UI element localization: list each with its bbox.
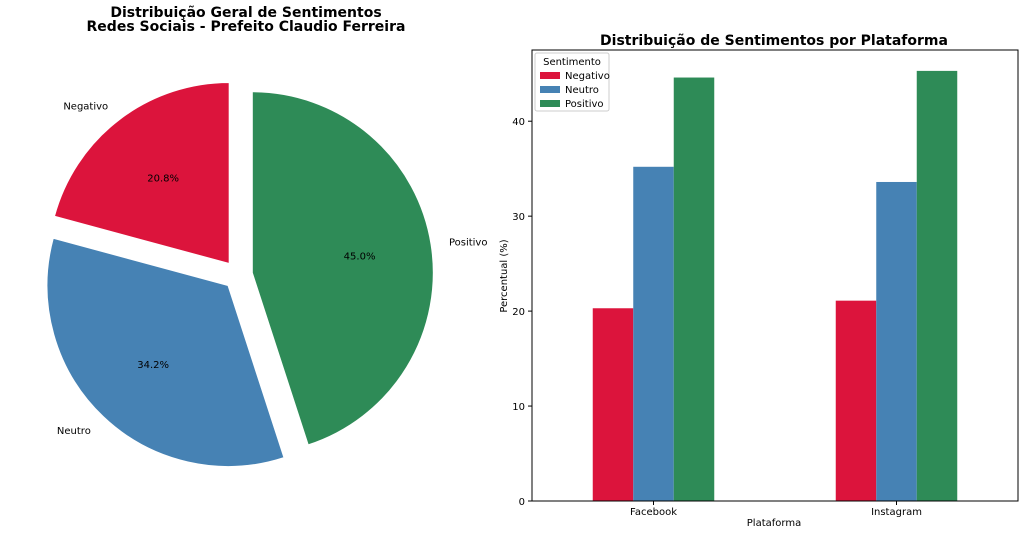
pie-chart: Distribuição Geral de Sentimentos Redes … xyxy=(46,5,488,467)
pie-slices xyxy=(46,82,434,467)
legend-label-neutro: Neutro xyxy=(565,85,599,96)
bar-series xyxy=(592,70,958,502)
pie-title: Distribuição Geral de Sentimentos xyxy=(110,5,381,21)
y-tick-label: 0 xyxy=(519,497,525,508)
legend-title: Sentimento xyxy=(543,57,601,68)
bar-facebook-negativo xyxy=(592,308,634,501)
pie-label-positivo: Positivo xyxy=(449,238,488,249)
bar-chart: Distribuição de Sentimentos por Platafor… xyxy=(499,33,1019,529)
plot-frame xyxy=(531,49,1019,502)
bar-instagram-positivo xyxy=(916,70,958,501)
x-axis: Facebook Instagram xyxy=(630,501,922,518)
legend-box xyxy=(534,52,610,112)
x-tick-label: Facebook xyxy=(630,507,677,518)
pie-slice-negativo xyxy=(53,82,230,265)
legend-label-positivo: Positivo xyxy=(565,99,604,110)
bar-facebook-neutro xyxy=(633,166,674,501)
legend-label-negativo: Negativo xyxy=(565,71,610,82)
pie-label-negativo: Negativo xyxy=(63,101,108,112)
pie-subtitle: Redes Sociais - Prefeito Claudio Ferreir… xyxy=(87,19,406,35)
pie-slice-neutro xyxy=(46,237,285,467)
bar-instagram-negativo xyxy=(835,300,877,501)
y-tick-label: 20 xyxy=(512,307,525,318)
bar-instagram-neutro xyxy=(876,181,917,501)
bar-facebook-positivo xyxy=(673,77,715,502)
y-axis-label: Percentual (%) xyxy=(499,239,510,312)
x-axis-label: Plataforma xyxy=(747,518,801,529)
bar-title: Distribuição de Sentimentos por Platafor… xyxy=(600,33,948,49)
legend-swatch-positivo xyxy=(540,100,560,107)
legend-swatch-negativo xyxy=(540,72,560,79)
pie-pct-neutro: 34.2% xyxy=(137,360,169,371)
pie-pct-positivo: 45.0% xyxy=(344,252,376,263)
y-tick-label: 10 xyxy=(512,402,525,413)
pie-pct-negativo: 20.8% xyxy=(147,173,179,184)
legend: Sentimento Negativo Neutro Positivo xyxy=(534,52,610,112)
pie-slice-positivo xyxy=(251,91,434,446)
x-tick-label: Instagram xyxy=(871,507,922,518)
pie-labels: Negativo 20.8% Neutro 34.2% Positivo 45.0% xyxy=(57,101,488,436)
legend-swatch-neutro xyxy=(540,86,560,93)
y-axis: 0 10 20 30 40 xyxy=(512,117,532,508)
y-tick-label: 40 xyxy=(512,117,525,128)
y-tick-label: 30 xyxy=(512,212,525,223)
pie-label-neutro: Neutro xyxy=(57,426,91,437)
